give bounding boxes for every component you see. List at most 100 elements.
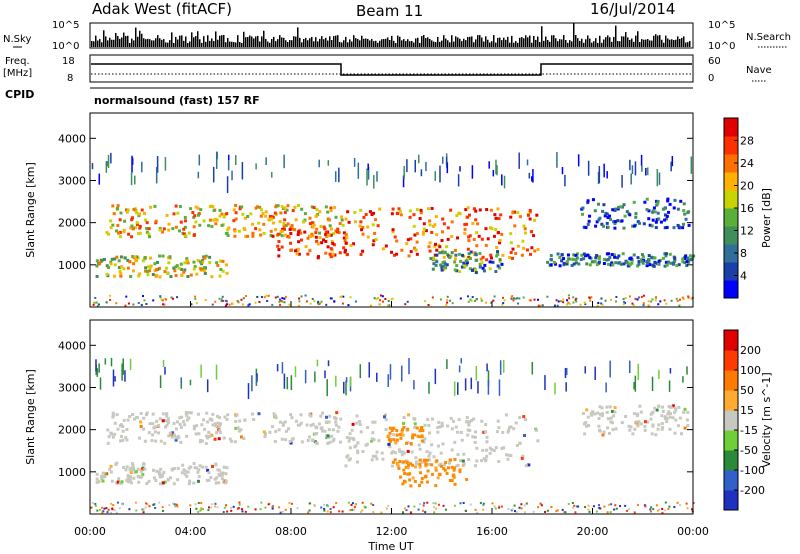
echo-pixel bbox=[142, 427, 146, 431]
echo-pixel bbox=[164, 419, 168, 423]
echo-pixel bbox=[445, 471, 449, 475]
noise-pixel bbox=[507, 507, 510, 510]
echo-pixel bbox=[199, 208, 203, 212]
noise-pixel bbox=[435, 507, 438, 510]
echo-pixel bbox=[113, 257, 117, 261]
echo-pixel bbox=[446, 424, 450, 428]
echo-pixel bbox=[283, 218, 287, 222]
echo-pixel bbox=[138, 226, 142, 230]
nave-tick-bottom: 0 bbox=[708, 73, 714, 84]
echo-pixel bbox=[473, 464, 477, 468]
echo-pixel bbox=[464, 263, 468, 267]
noise-pixel bbox=[189, 504, 192, 507]
noise-pixel bbox=[510, 296, 513, 299]
noise-pixel bbox=[518, 506, 521, 509]
echo-pixel bbox=[602, 257, 606, 261]
echo-pixel bbox=[427, 458, 431, 462]
noise-pixel bbox=[141, 295, 144, 298]
noise-pixel bbox=[214, 300, 217, 303]
echo-pixel bbox=[474, 252, 478, 256]
echo-pixel bbox=[440, 239, 444, 243]
echo-pixel bbox=[482, 430, 486, 434]
echo-pixel bbox=[424, 474, 428, 478]
echo-pixel bbox=[402, 421, 406, 425]
echo-pixel bbox=[129, 466, 133, 470]
echo-pixel bbox=[220, 471, 224, 475]
echo-pixel bbox=[308, 249, 312, 253]
echo-pixel bbox=[468, 256, 472, 260]
echo-pixel bbox=[396, 211, 400, 215]
echo-pixel bbox=[101, 475, 105, 479]
noise-pixel bbox=[135, 509, 138, 512]
noise-pixel bbox=[296, 507, 299, 510]
noise-pixel bbox=[479, 501, 482, 504]
velocity-colorbar-label: Velocity [m s^-1] bbox=[760, 372, 773, 467]
echo-pixel bbox=[233, 440, 237, 444]
noise-pixel bbox=[309, 502, 312, 505]
echo-pixel bbox=[182, 270, 186, 274]
ytick-label: 1000 bbox=[58, 466, 86, 479]
streak-pixel bbox=[637, 363, 639, 380]
echo-pixel bbox=[413, 465, 417, 469]
echo-pixel bbox=[494, 270, 498, 274]
noise-pixel bbox=[204, 298, 207, 301]
nsky-bar bbox=[381, 39, 383, 47]
noise-pixel bbox=[537, 506, 540, 509]
noise-pixel bbox=[145, 302, 148, 305]
noise-pixel bbox=[606, 511, 609, 514]
noise-pixel bbox=[652, 508, 655, 511]
echo-pixel bbox=[649, 417, 653, 421]
echo-pixel bbox=[436, 430, 440, 434]
echo-pixel bbox=[293, 228, 297, 232]
echo-pixel bbox=[596, 411, 600, 415]
echo-pixel bbox=[462, 462, 466, 466]
noise-pixel bbox=[207, 506, 210, 509]
echo-pixel bbox=[397, 207, 401, 211]
echo-pixel bbox=[478, 252, 482, 256]
echo-pixel bbox=[589, 411, 593, 415]
echo-pixel bbox=[203, 256, 207, 260]
echo-pixel bbox=[454, 253, 458, 257]
echo-pixel bbox=[499, 213, 503, 217]
echo-pixel bbox=[556, 252, 560, 256]
echo-pixel bbox=[241, 212, 245, 216]
echo-pixel bbox=[632, 200, 636, 204]
streak-pixel bbox=[281, 362, 284, 374]
echo-pixel bbox=[606, 258, 610, 262]
echo-pixel bbox=[546, 260, 550, 264]
noise-pixel bbox=[516, 297, 519, 300]
noise-pixel bbox=[597, 301, 600, 304]
noise-pixel bbox=[537, 304, 540, 307]
echo-pixel bbox=[605, 258, 609, 262]
echo-pixel bbox=[125, 208, 129, 212]
noise-pixel bbox=[194, 297, 197, 300]
echo-pixel bbox=[381, 457, 385, 461]
echo-pixel bbox=[430, 206, 434, 210]
noise-pixel bbox=[94, 504, 97, 507]
nsky-bar bbox=[97, 40, 99, 47]
nsky-bar bbox=[655, 34, 657, 47]
echo-pixel bbox=[196, 470, 200, 474]
echo-pixel bbox=[95, 259, 99, 263]
echo-pixel bbox=[453, 268, 457, 272]
noise-pixel bbox=[210, 506, 213, 509]
echo-pixel bbox=[174, 225, 178, 229]
streak-pixel bbox=[121, 363, 123, 381]
noise-pixel bbox=[434, 502, 437, 505]
nsky-bar bbox=[539, 41, 541, 47]
noise-pixel bbox=[575, 300, 578, 303]
echo-pixel bbox=[193, 265, 197, 269]
nsky-bar bbox=[535, 39, 537, 47]
echo-pixel bbox=[614, 427, 618, 431]
echo-pixel bbox=[450, 465, 454, 469]
echo-pixel bbox=[244, 234, 248, 238]
echo-pixel bbox=[194, 220, 198, 224]
noise-pixel bbox=[207, 509, 210, 512]
echo-pixel bbox=[215, 218, 219, 222]
echo-pixel bbox=[549, 254, 553, 258]
echo-pixel bbox=[273, 211, 277, 215]
echo-pixel bbox=[441, 217, 445, 221]
echo-pixel bbox=[452, 468, 456, 472]
echo-pixel bbox=[643, 200, 647, 204]
echo-pixel bbox=[338, 251, 342, 255]
